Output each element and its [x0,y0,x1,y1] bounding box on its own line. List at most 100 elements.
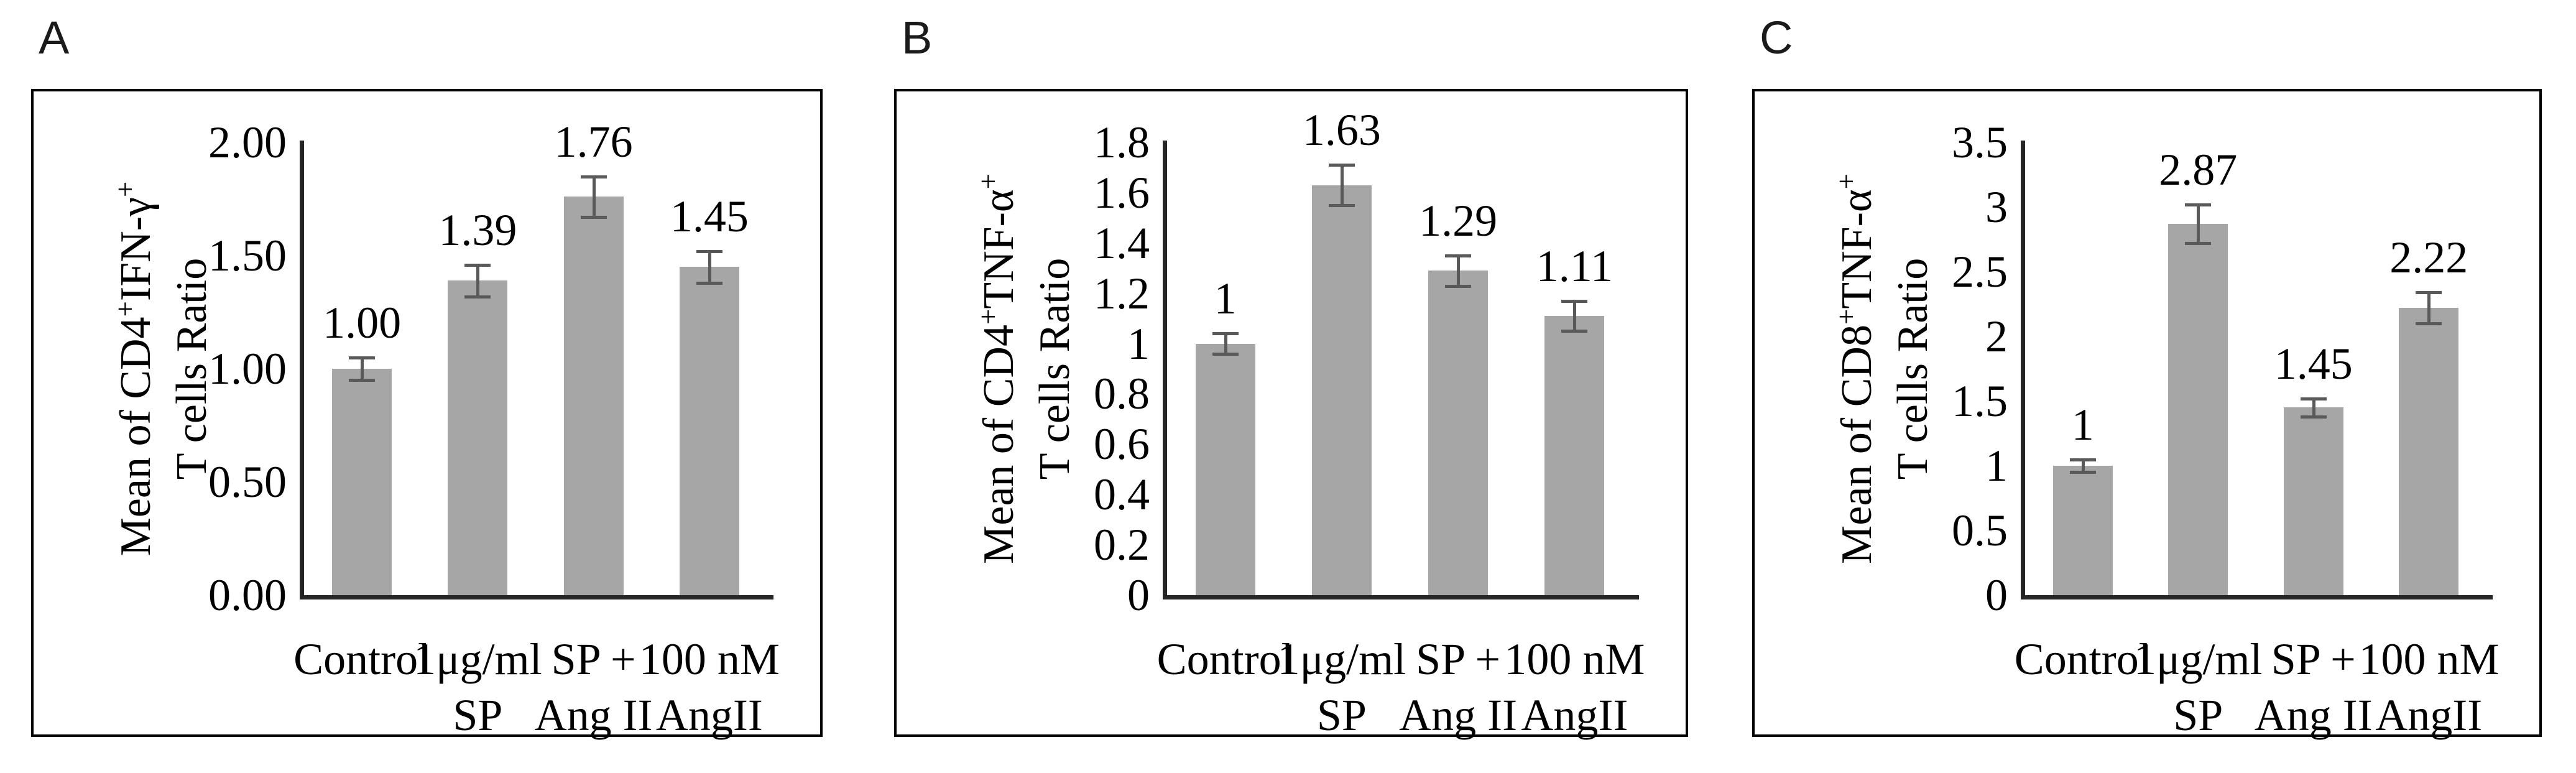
y-tick-label: 0.8 [1094,369,1150,419]
y-tick-label: 1.2 [1094,268,1150,318]
bar-chart-cd4-tnf-alpha: Mean of CD4+TNF-α+ T cells Ratio 1.8 1.6 1.4… [897,91,1686,740]
y-tick-label: 1.6 [1094,167,1150,218]
error-bar-cap-top [464,263,491,267]
x-category-label-line: 1μg/ml [413,634,542,684]
bar-chart-cd8-tnf-alpha: Mean of CD8+TNF-α+ T cells Ratio 3.5 3 2.5 2 1… [1755,91,2539,740]
x-category-label-line: SP [1316,690,1367,740]
error-bar-cap-top [1328,164,1355,167]
x-category-label-line: Ang II [1399,690,1518,740]
error-bar-line [2197,204,2200,244]
error-bar-line [1573,300,1577,331]
y-tick-label: 2 [1985,312,2008,361]
error-bar-cap-bottom [2300,415,2327,419]
error-bar-cap-top [1212,332,1239,336]
error-bar-line [476,264,480,297]
y-tick-label: 1 [1985,441,2008,491]
error-bar-line [592,176,596,218]
error-bar-cap-bottom [696,281,722,285]
x-axis-line [300,595,773,599]
bar-value-label: 1 [1214,274,1237,324]
x-category-label-line: SP [2173,690,2223,740]
error-bar-cap-bottom [349,379,376,382]
x-category-label-line: 1μg/ml [2133,634,2263,684]
bar-1-g-ml-sp [2168,224,2228,595]
panel-letter-a: A [39,12,70,63]
y-tick-label: 0 [1985,570,2008,620]
error-bar-cap-bottom [2416,322,2442,326]
y-tick-label: 0.4 [1094,470,1150,520]
error-bar-line [2312,398,2315,417]
x-category-label: 1μg/ml SP [407,631,548,743]
x-axis-line [2021,595,2493,599]
bar-chart-cd4-ifn-gamma: Mean of CD4+IFN-γ+ T cells Ratio 2.00 1.50 1… [34,91,820,740]
x-category-label-line: Ang II [534,690,653,740]
bar-value-label: 1.00 [323,297,402,348]
y-tick-label: 1.5 [1952,376,2008,426]
error-bar-cap-bottom [1561,330,1588,333]
error-bar-cap-bottom [2185,242,2212,246]
error-bar-cap-bottom [1445,284,1472,288]
bar-value-label: 2.87 [2159,144,2238,195]
y-tick-label: 1.8 [1094,118,1150,167]
x-category-label: 100 nM AngII [639,631,780,743]
bar-value-label: 1.29 [1419,196,1498,246]
error-bar-cap-bottom [580,216,607,220]
x-category-label: Control [292,631,432,687]
error-bar-cap-bottom [2069,471,2096,474]
error-bar-cap-bottom [464,295,491,299]
error-bar-line [1224,333,1227,354]
y-tick-label: 0 [1127,570,1150,620]
error-bar-cap-top [2300,397,2327,400]
bar-value-label: 2.22 [2389,233,2468,283]
panel-letter-c: C [1760,12,1793,63]
x-category-label: 100 nM AngII [2359,631,2500,743]
error-bar-cap-top [2185,203,2212,206]
error-bar-line [1340,165,1344,206]
bar-value-label: 1.76 [554,116,633,167]
x-category-label: Control [2013,631,2153,687]
error-bar-line [2427,292,2431,324]
bar-value-label: 1.39 [438,205,517,255]
x-category-label: 1μg/ml SP [2128,631,2269,743]
y-tick-label: 2.5 [1952,247,2008,297]
x-axis-line [1163,595,1639,599]
x-category-label: 1μg/ml SP [1271,631,1412,743]
x-category-label-line: 100 nM [2358,634,2500,684]
x-category-label-line: AngII [655,690,763,740]
superscript-plus: + [109,301,141,317]
y-tick-label: 3.5 [1952,118,2008,167]
y-tick-label: 1.50 [208,231,287,280]
bar-control [1195,343,1255,595]
x-category-label-line: SP + [2271,634,2356,684]
y-tick-label: 0.00 [208,570,287,620]
x-category-label: Control [1155,631,1296,687]
x-category-label-line: Control [2014,634,2151,684]
x-category-label-line: SP + [1416,634,1501,684]
y-tick-label: 0.6 [1094,419,1150,470]
error-bar-cap-bottom [1328,204,1355,208]
y-axis-line [2021,141,2025,595]
x-category-label: 100 nM AngII [1504,631,1645,743]
x-category-label-line: SP [453,690,503,740]
y-tick-label: 1.00 [208,344,287,394]
x-category-label-line: 100 nM [639,634,780,684]
bar-value-label: 1.45 [2274,338,2353,389]
x-category-label-line: SP + [551,634,636,684]
error-bar-line [361,357,364,381]
x-category-label-line: AngII [2375,690,2483,740]
y-tick-label: 0.2 [1094,520,1150,570]
error-bar-line [708,251,711,283]
bar-value-label: 1 [2071,399,2094,450]
x-category-label: SP + Ang II [524,631,664,743]
error-bar-cap-top [1445,254,1472,257]
error-bar-cap-top [2416,291,2442,295]
x-category-label-line: Control [293,634,431,684]
x-category-label-line: 1μg/ml [1277,634,1406,684]
panel-letter-b: B [902,12,933,63]
y-tick-label: 1 [1127,318,1150,369]
y-tick-label: 2.00 [208,118,287,167]
error-bar-cap-bottom [1212,352,1239,356]
error-bar-line [1457,256,1461,286]
bar-control [2052,466,2113,595]
y-axis-line [300,141,304,595]
